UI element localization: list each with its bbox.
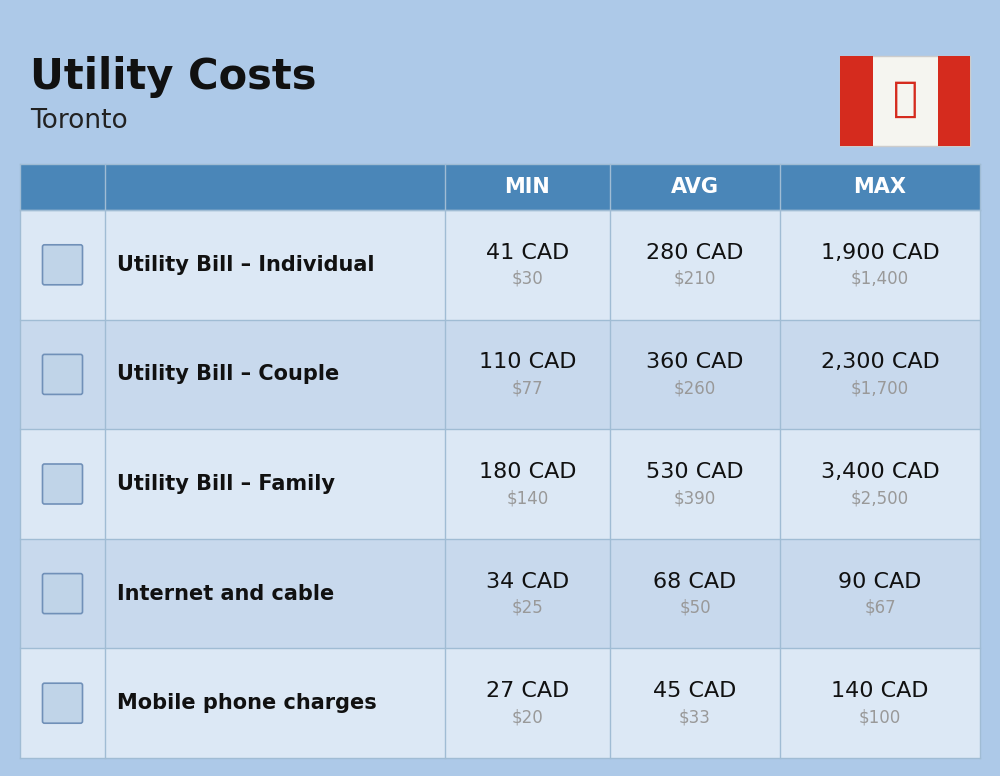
Text: 360 CAD: 360 CAD [646,352,744,372]
Text: 41 CAD: 41 CAD [486,243,569,263]
FancyBboxPatch shape [42,355,82,394]
Text: $30: $30 [512,270,543,288]
Text: 180 CAD: 180 CAD [479,462,576,482]
Text: 68 CAD: 68 CAD [653,572,737,591]
Bar [445,164,610,210]
Bar [445,539,610,649]
Bar [610,539,780,649]
Bar [105,649,445,758]
Text: Internet and cable: Internet and cable [117,584,334,604]
Text: $1,700: $1,700 [851,379,909,397]
Text: Utility Bill – Family: Utility Bill – Family [117,474,335,494]
Text: $77: $77 [512,379,543,397]
Text: AVG: AVG [671,177,719,197]
Text: Mobile phone charges: Mobile phone charges [117,693,377,713]
Text: 90 CAD: 90 CAD [838,572,922,591]
Bar [445,320,610,429]
Bar [780,164,980,210]
Text: Utility Bill – Individual: Utility Bill – Individual [117,255,374,275]
Text: $100: $100 [859,708,901,726]
Bar [610,210,780,320]
Bar [445,649,610,758]
Bar [610,320,780,429]
Text: MAX: MAX [854,177,906,197]
Text: 🍁: 🍁 [893,78,918,120]
Text: $210: $210 [674,270,716,288]
Text: Toronto: Toronto [30,108,128,134]
Text: $25: $25 [512,598,543,617]
Bar [20,539,105,649]
Bar [105,210,445,320]
Text: 140 CAD: 140 CAD [831,681,929,702]
Bar [20,649,105,758]
Bar [105,429,445,539]
Text: 45 CAD: 45 CAD [653,681,737,702]
Bar [20,429,105,539]
Text: $50: $50 [679,598,711,617]
Bar [840,56,872,146]
Text: 530 CAD: 530 CAD [646,462,744,482]
Text: 34 CAD: 34 CAD [486,572,569,591]
Bar [610,164,780,210]
Text: $33: $33 [679,708,711,726]
Text: Utility Costs: Utility Costs [30,56,316,98]
Text: $260: $260 [674,379,716,397]
Bar [105,539,445,649]
Bar [105,320,445,429]
Bar [780,210,980,320]
Text: $2,500: $2,500 [851,489,909,507]
Text: 2,300 CAD: 2,300 CAD [821,352,939,372]
Bar [780,429,980,539]
Text: $390: $390 [674,489,716,507]
Text: $140: $140 [506,489,549,507]
Bar [20,320,105,429]
FancyBboxPatch shape [42,683,82,723]
Bar [20,164,105,210]
Bar [938,56,970,146]
Text: 3,400 CAD: 3,400 CAD [821,462,939,482]
Bar [610,649,780,758]
FancyBboxPatch shape [42,464,82,504]
Text: 1,900 CAD: 1,900 CAD [821,243,939,263]
Bar [610,429,780,539]
Bar [780,649,980,758]
Text: $20: $20 [512,708,543,726]
Text: Utility Bill – Couple: Utility Bill – Couple [117,365,339,384]
Bar [20,210,105,320]
FancyBboxPatch shape [840,56,970,146]
Text: $1,400: $1,400 [851,270,909,288]
Bar [780,320,980,429]
Text: 110 CAD: 110 CAD [479,352,576,372]
Bar [445,429,610,539]
Bar [445,210,610,320]
Text: $67: $67 [864,598,896,617]
Bar [780,539,980,649]
Text: 280 CAD: 280 CAD [646,243,744,263]
Text: 27 CAD: 27 CAD [486,681,569,702]
Text: MIN: MIN [505,177,550,197]
Bar [105,164,445,210]
FancyBboxPatch shape [42,244,82,285]
FancyBboxPatch shape [42,573,82,614]
